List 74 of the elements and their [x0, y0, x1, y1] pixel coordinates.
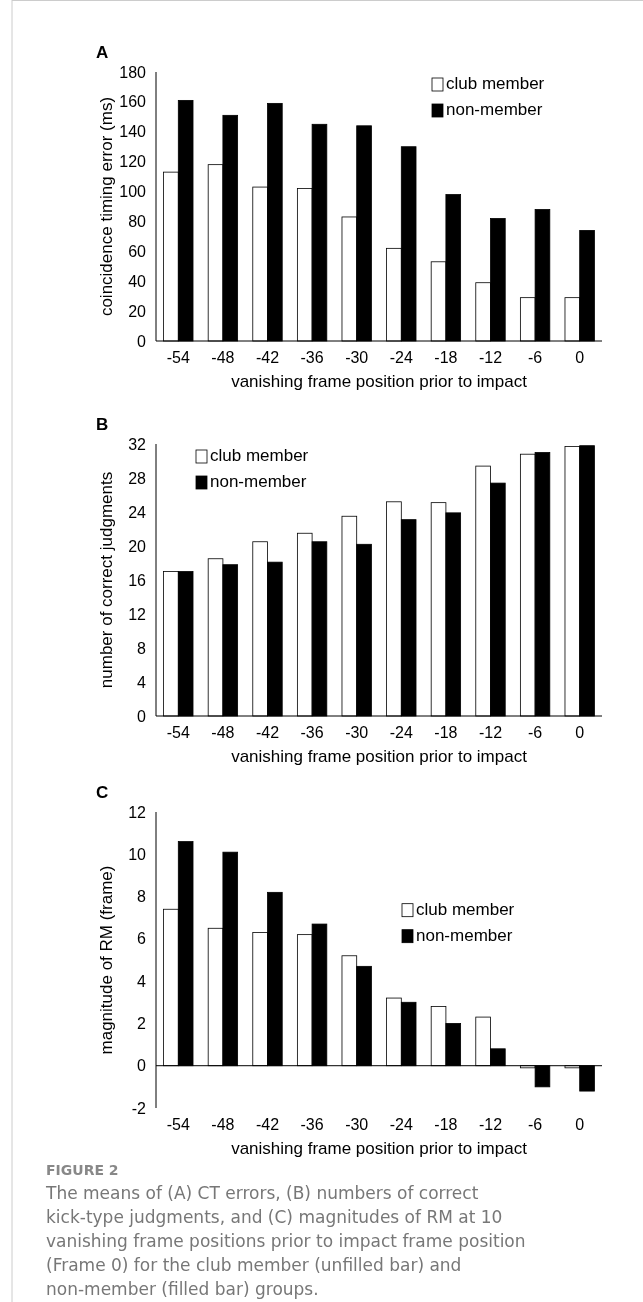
x-tick-label: -30: [345, 1116, 369, 1133]
caption: FIGURE 2: [46, 1162, 119, 1178]
y-tick-label: 12: [128, 605, 147, 623]
x-tick-label: -24: [389, 1116, 413, 1133]
y-axis-title: number of correct judgments: [97, 471, 116, 689]
legend-label: non-member: [210, 472, 307, 491]
x-tick-label: -36: [300, 349, 324, 366]
x-tick-label: -24: [389, 724, 413, 741]
y-tick-label: 10: [128, 845, 147, 863]
y-tick-label: 12: [128, 803, 147, 821]
y-tick-label: 6: [137, 930, 147, 948]
x-axis-title: vanishing frame position prior to impact: [231, 372, 528, 391]
text: The means of (A) CT errors, (B) numbers of correct kick-type judgments, and (C) magnitudes of RM at 10 vanishing frame positions prior to impact frame position (Frame 0) for the club member (unfilled bar) and non-member (filled bar) groups.: [45, 1183, 526, 1299]
x-tick-label: -18: [434, 349, 458, 366]
x-tick-label: -6: [527, 349, 543, 366]
y-tick-label: 16: [128, 571, 147, 589]
x-tick-label: -42: [255, 349, 280, 366]
x-axis-title: vanishing frame position prior to impact: [231, 747, 528, 766]
x-tick-label: 0: [575, 349, 585, 366]
x-tick-label: -18: [434, 724, 458, 741]
x-tick-label: -18: [434, 1116, 458, 1133]
x-tick-label: -54: [166, 1116, 190, 1133]
x-tick-label: -54: [166, 349, 190, 366]
x-tick-label: -36: [300, 1116, 324, 1133]
x-tick-label: -48: [211, 1116, 235, 1133]
x-axis-title: vanishing frame position prior to impact: [231, 1139, 528, 1158]
y-tick-label: 0: [137, 1057, 147, 1075]
y-tick-label: 2: [137, 1015, 147, 1033]
y-tick-label: 40: [128, 272, 147, 290]
y-tick-label: 60: [128, 242, 147, 260]
x-tick-label: -12: [478, 724, 503, 741]
y-tick-label: 0: [137, 332, 147, 350]
y-axis-title: magnitude of RM (frame): [97, 865, 116, 1055]
y-tick-label: 8: [137, 639, 147, 657]
x-tick-label: -42: [255, 724, 280, 741]
x-tick-label: -6: [527, 724, 543, 741]
x-tick-label: -12: [478, 1116, 503, 1133]
y-tick-label: 0: [137, 707, 147, 725]
x-tick-label: -24: [389, 349, 413, 366]
legend-label: club member: [210, 446, 309, 465]
x-tick-label: 0: [575, 724, 585, 741]
x-tick-label: 0: [575, 1116, 585, 1133]
y-tick-label: 4: [137, 673, 147, 691]
legend-label: club member: [416, 899, 515, 919]
y-tick-label: 8: [137, 888, 147, 906]
x-tick-label: -30: [345, 349, 369, 366]
y-tick-label: 20: [128, 537, 147, 555]
y-tick-label: 100: [119, 183, 147, 201]
y-tick-label: 140: [119, 123, 147, 141]
y-tick-label: 160: [119, 93, 147, 111]
x-tick-label: -6: [527, 1116, 543, 1133]
y-tick-label: 4: [137, 972, 147, 990]
x-tick-label: -48: [211, 349, 235, 366]
x-tick-label: -36: [300, 724, 324, 741]
y-axis-title: coincidence timing error (ms): [97, 96, 116, 317]
x-tick-label: -42: [255, 1116, 280, 1133]
y-tick-label: 120: [119, 153, 147, 171]
y-tick-label: 32: [128, 435, 147, 453]
chart-title: A: [96, 43, 109, 62]
legend-label: club member: [446, 74, 545, 93]
y-tick-label: 20: [128, 302, 147, 320]
legend-label: non-member: [416, 925, 513, 945]
y-tick-label: 28: [128, 469, 147, 487]
x-tick-label: -12: [478, 349, 503, 366]
y-tick-label: 180: [119, 63, 147, 81]
legend-label: non-member: [446, 100, 543, 119]
x-tick-label: -30: [345, 724, 369, 741]
chart-title: C: [96, 783, 109, 802]
y-tick-label: -2: [131, 1099, 147, 1117]
y-tick-label: 80: [128, 213, 147, 231]
x-tick-label: -48: [211, 724, 235, 741]
y-tick-label: 24: [128, 503, 147, 521]
chart-title: B: [96, 415, 109, 434]
x-tick-label: -54: [166, 724, 190, 741]
